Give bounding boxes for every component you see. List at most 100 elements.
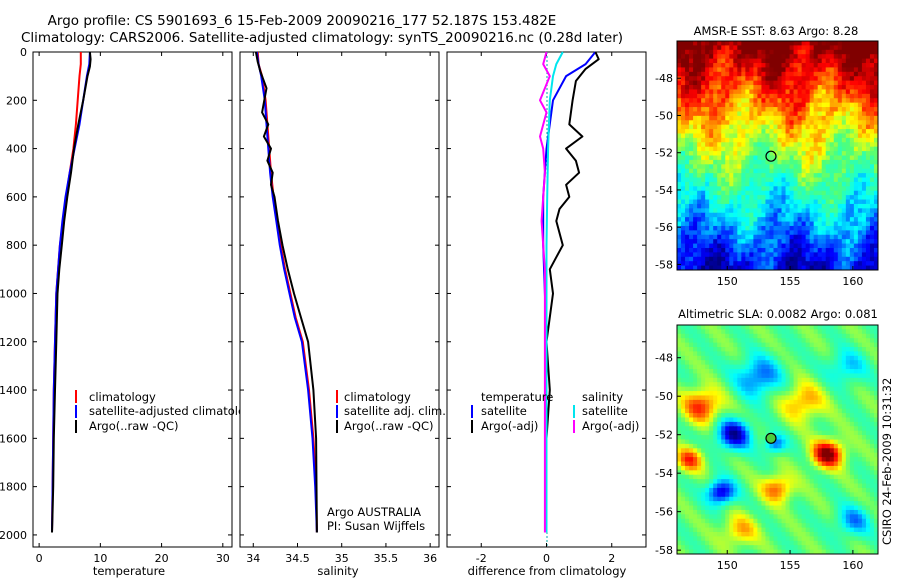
- heatmap-cell: [805, 443, 811, 449]
- heatmap-cell: [813, 124, 819, 130]
- heatmap-cell: [693, 102, 698, 108]
- heatmap-cell: [801, 115, 807, 121]
- heatmap-cell: [789, 399, 795, 405]
- heatmap-cell: [693, 164, 698, 170]
- temperature-x-axis: 0 10 20 30: [36, 52, 230, 565]
- heatmap-cell: [853, 142, 859, 148]
- heatmap-cell: [749, 360, 754, 366]
- heatmap-cell: [785, 230, 791, 236]
- x-tick-label: -2: [476, 552, 487, 565]
- heatmap-cell: [713, 435, 718, 441]
- heatmap-cell: [865, 208, 871, 214]
- heatmap-cell: [773, 355, 779, 361]
- heatmap-cell: [845, 421, 851, 427]
- heatmap-cell: [825, 115, 831, 121]
- heatmap-cell: [749, 426, 754, 432]
- heatmap-cell: [861, 195, 867, 201]
- heatmap-cell: [825, 49, 831, 55]
- heatmap-cell: [865, 465, 871, 471]
- heatmap-cell: [805, 360, 811, 366]
- heatmap-cell: [813, 391, 819, 397]
- heatmap-cell: [769, 408, 775, 414]
- heatmap-cell: [781, 399, 787, 405]
- heatmap-cell: [717, 58, 722, 64]
- heatmap-cell: [801, 41, 807, 46]
- heatmap-cell: [685, 195, 690, 201]
- heatmap-cell: [817, 501, 823, 507]
- heatmap-cell: [849, 426, 855, 432]
- heatmap-cell: [857, 177, 863, 183]
- heatmap-cell: [753, 186, 758, 192]
- heatmap-cell: [753, 98, 758, 104]
- heatmap-cell: [841, 364, 847, 370]
- heatmap-cell: [729, 395, 734, 401]
- heatmap-cell: [769, 199, 775, 205]
- heatmap-cell: [809, 391, 815, 397]
- heatmap-cell: [825, 483, 831, 489]
- heatmap-cell: [697, 265, 702, 270]
- heatmap-cell: [693, 45, 698, 51]
- heatmap-cell: [729, 435, 734, 441]
- heatmap-cell: [793, 417, 799, 423]
- heatmap-cell: [833, 120, 839, 126]
- heatmap-cell: [697, 230, 702, 236]
- heatmap-cell: [733, 173, 738, 179]
- heatmap-cell: [805, 404, 811, 410]
- heatmap-cell: [693, 338, 698, 344]
- heatmap-cell: [753, 373, 758, 379]
- heatmap-cell: [785, 49, 791, 55]
- heatmap-cell: [817, 355, 823, 361]
- heatmap-cell: [765, 369, 771, 375]
- heatmap-cell: [805, 369, 811, 375]
- heatmap-cell: [781, 347, 787, 353]
- heatmap-cell: [849, 347, 855, 353]
- heatmap-cell: [765, 102, 771, 108]
- heatmap-cell: [817, 360, 823, 366]
- heatmap-cell: [785, 487, 791, 493]
- heatmap-cell: [849, 509, 855, 515]
- heatmap-cell: [757, 395, 763, 401]
- heatmap-cell: [793, 377, 799, 383]
- heatmap-cell: [773, 93, 779, 99]
- heatmap-cell: [693, 247, 698, 253]
- heatmap-cell: [753, 465, 758, 471]
- heatmap-cell: [793, 111, 799, 117]
- heatmap-cell: [733, 195, 738, 201]
- heatmap-cell: [737, 93, 742, 99]
- heatmap-cell: [685, 181, 690, 187]
- heatmap-cell: [677, 159, 682, 165]
- heatmap-cell: [745, 107, 750, 113]
- heatmap-cell: [829, 89, 835, 95]
- heatmap-cell: [817, 483, 823, 489]
- heatmap-cell: [793, 177, 799, 183]
- heatmap-cell: [797, 496, 803, 502]
- heatmap-cell: [797, 408, 803, 414]
- heatmap-cell: [753, 85, 758, 91]
- heatmap-cell: [705, 417, 710, 423]
- heatmap-cell: [733, 234, 738, 240]
- y-tick-label: 1400: [0, 384, 27, 397]
- heatmap-cell: [869, 45, 875, 51]
- heatmap-cell: [873, 107, 878, 113]
- heatmap-cell: [693, 199, 698, 205]
- heatmap-cell: [765, 342, 771, 348]
- heatmap-cell: [833, 111, 839, 117]
- heatmap-cell: [781, 102, 787, 108]
- salinity-series: [254, 51, 318, 533]
- heatmap-cell: [801, 151, 807, 157]
- heatmap-cell: [793, 391, 799, 397]
- heatmap-cell: [849, 399, 855, 405]
- heatmap-cell: [733, 347, 738, 353]
- heatmap-cell: [849, 225, 855, 231]
- heatmap-cell: [769, 45, 775, 51]
- heatmap-cell: [841, 347, 847, 353]
- heatmap-cell: [853, 404, 859, 410]
- heatmap-cell: [797, 85, 803, 91]
- heatmap-cell: [733, 492, 738, 498]
- heatmap-cell: [685, 85, 690, 91]
- heatmap-cell: [697, 155, 702, 161]
- heatmap-cell: [849, 408, 855, 414]
- heatmap-cell: [829, 329, 835, 335]
- heatmap-cell: [825, 479, 831, 485]
- heatmap-cell: [777, 159, 783, 165]
